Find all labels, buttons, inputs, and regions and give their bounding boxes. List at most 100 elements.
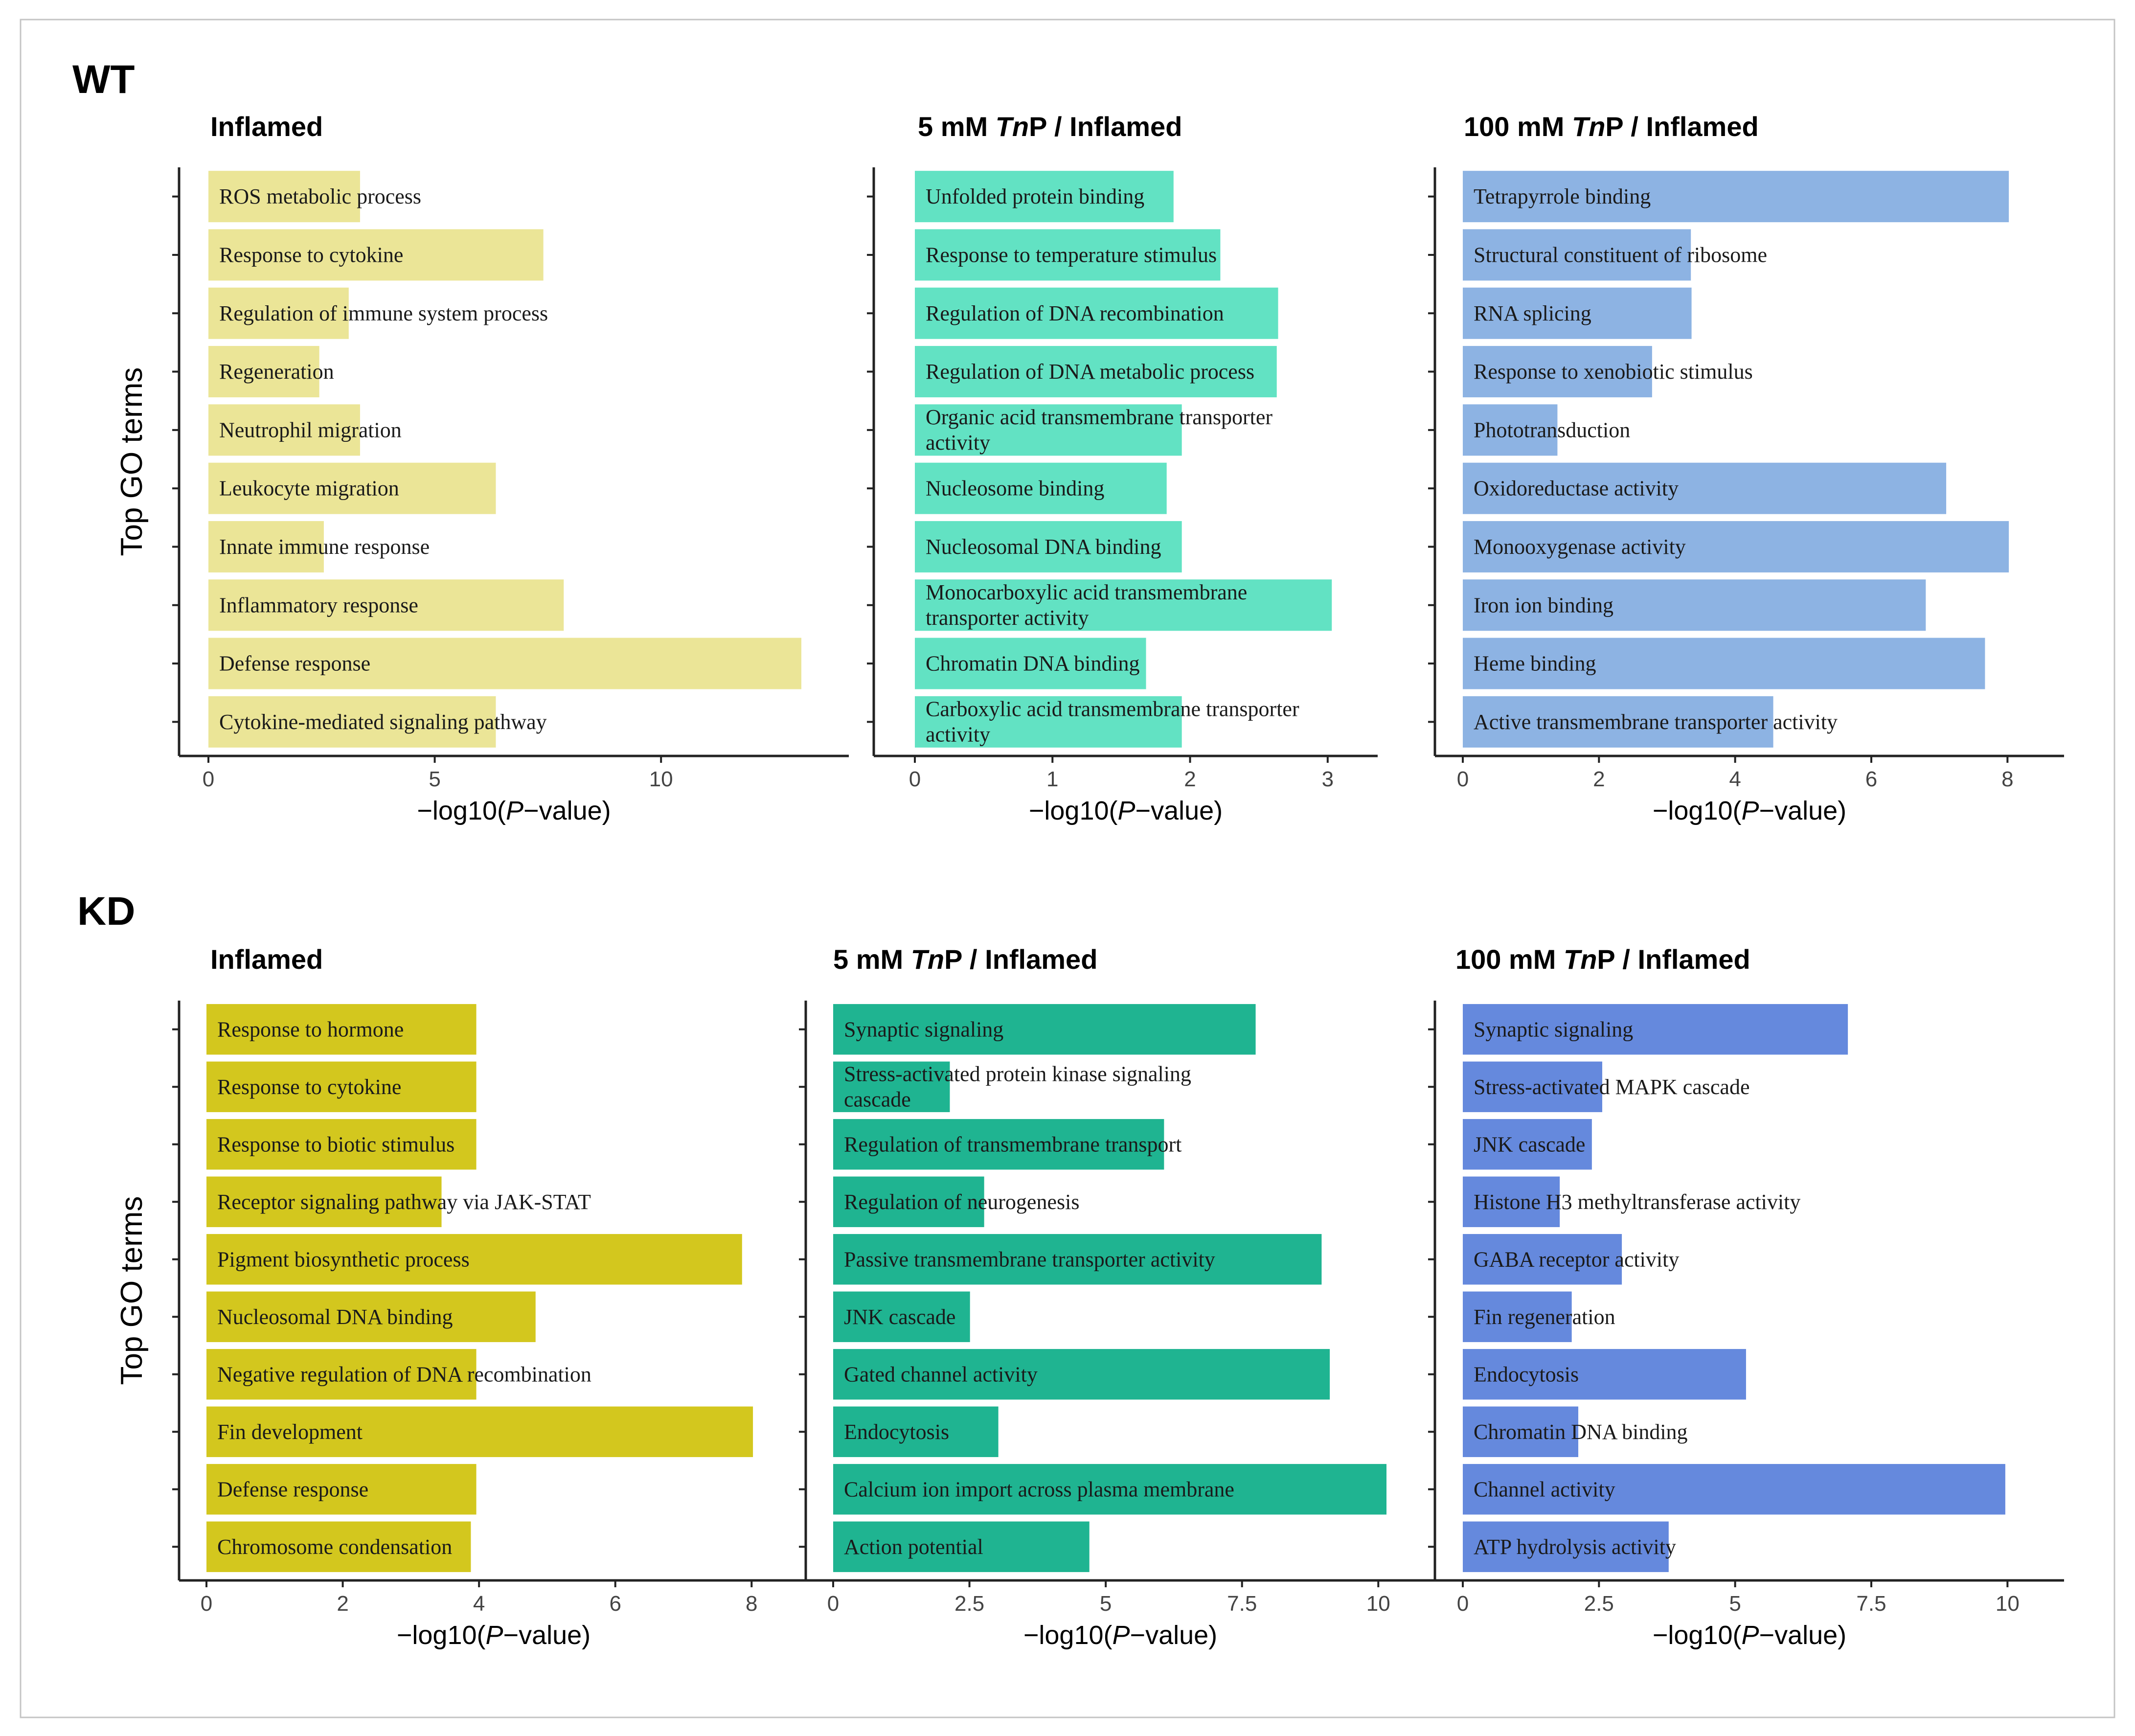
group-label-wt: WT bbox=[72, 57, 135, 102]
bar-label: Histone H3 methyltransferase activity bbox=[1474, 1190, 1800, 1214]
bar bbox=[208, 696, 496, 748]
bar bbox=[1463, 1349, 1746, 1400]
x-tick-label: 2.5 bbox=[1584, 1592, 1614, 1616]
panel-title: 5 mM TnP / Inflamed bbox=[918, 111, 1182, 142]
chart-panel-6: 100 mM TnP / Inflamed Synaptic signaling S… bbox=[1428, 944, 2064, 1650]
x-tick-label: 8 bbox=[2001, 767, 2013, 791]
bar bbox=[833, 1291, 970, 1342]
panel-title: 100 mM TnP / Inflamed bbox=[1464, 111, 1759, 142]
bar-label: Passive transmembrane transporter activi… bbox=[844, 1247, 1215, 1271]
bar-label: Response to hormone bbox=[217, 1017, 404, 1041]
x-tick-label: 1 bbox=[1046, 767, 1058, 791]
bar bbox=[915, 579, 1332, 631]
bar-label: Synaptic signaling bbox=[1474, 1017, 1633, 1041]
bar bbox=[915, 521, 1182, 572]
bar bbox=[1463, 171, 2009, 223]
x-tick-label: 0 bbox=[1457, 767, 1469, 791]
bar bbox=[833, 1061, 950, 1112]
x-tick-label: 2.5 bbox=[954, 1592, 984, 1616]
bar-label: Neutrophil migration bbox=[219, 418, 402, 442]
bar bbox=[206, 1234, 742, 1285]
bar bbox=[1463, 579, 1926, 631]
bar-label: Stress-activated MAPK cascade bbox=[1474, 1075, 1749, 1099]
bar-label: Regulation of neurogenesis bbox=[844, 1190, 1079, 1214]
x-axis-title: −log10(P−value) bbox=[1023, 1621, 1217, 1650]
bar-label: Response to cytokine bbox=[217, 1075, 401, 1099]
x-tick-label: 2 bbox=[337, 1592, 348, 1616]
bar-label: Chromatin DNA binding bbox=[1474, 1420, 1688, 1444]
x-tick-label: 2 bbox=[1184, 767, 1196, 791]
x-tick-label: 7.5 bbox=[1856, 1592, 1886, 1616]
chart-panel-4: Inflamed Response to hormone Response to c… bbox=[115, 944, 808, 1650]
bar bbox=[915, 696, 1182, 748]
x-axis-title: −log10(P−value) bbox=[1653, 1621, 1846, 1650]
bar-label: Heme binding bbox=[1474, 652, 1596, 676]
bar-label: Defense response bbox=[217, 1477, 368, 1501]
bar-label: Regulation of DNA recombination bbox=[926, 301, 1224, 325]
bar bbox=[206, 1464, 477, 1515]
bar bbox=[833, 1004, 1256, 1055]
bar bbox=[1463, 1464, 2005, 1515]
bar bbox=[208, 638, 801, 689]
bar-label: Gated channel activity bbox=[844, 1362, 1038, 1386]
chart-panel-3: 100 mM TnP / Inflamed Tetrapyrrole bindin… bbox=[1428, 111, 2064, 825]
bar bbox=[915, 638, 1146, 689]
x-tick-label: 6 bbox=[1865, 767, 1877, 791]
bar-label: Regulation of DNA metabolic process bbox=[926, 360, 1254, 384]
x-tick-label: 2 bbox=[1593, 767, 1605, 791]
bar bbox=[208, 404, 360, 456]
bar-label: Endocytosis bbox=[1474, 1362, 1579, 1386]
chart-panel-2: 5 mM TnP / Inflamed Unfolded protein bind… bbox=[867, 111, 1378, 825]
bar-label: Negative regulation of DNA recombination bbox=[217, 1362, 591, 1386]
panel-title: Inflamed bbox=[210, 111, 323, 142]
bar-label: GABA receptor activity bbox=[1474, 1247, 1679, 1271]
bar bbox=[833, 1349, 1330, 1400]
bar-label: Cytokine-mediated signaling pathway bbox=[219, 710, 547, 734]
bar bbox=[206, 1406, 753, 1457]
bar-label: Defense response bbox=[219, 652, 370, 676]
bar-label: Carboxylic acid transmembrane transporte… bbox=[926, 697, 1299, 746]
x-tick-label: 5 bbox=[1729, 1592, 1741, 1616]
bar-label: Response to temperature stimulus bbox=[926, 243, 1217, 267]
bar-label: Channel activity bbox=[1474, 1477, 1615, 1501]
bar bbox=[915, 462, 1167, 514]
x-tick-label: 0 bbox=[909, 767, 921, 791]
bar bbox=[1463, 404, 1558, 456]
x-axis-title: −log10(P−value) bbox=[417, 796, 611, 825]
bar bbox=[206, 1061, 477, 1112]
group-label-kd: KD bbox=[77, 889, 135, 934]
x-tick-label: 5 bbox=[1100, 1592, 1112, 1616]
figure-frame bbox=[20, 19, 2115, 1718]
bar bbox=[833, 1521, 1090, 1572]
bar-label: Endocytosis bbox=[844, 1420, 949, 1444]
bar bbox=[1463, 462, 1947, 514]
bar-label: Calcium ion import across plasma membran… bbox=[844, 1477, 1234, 1501]
bar bbox=[915, 229, 1221, 281]
bar bbox=[915, 404, 1182, 456]
bar-label: Stress-activated protein kinase signalin… bbox=[844, 1062, 1191, 1111]
bar-label: Chromosome condensation bbox=[217, 1535, 452, 1559]
bar bbox=[1463, 1119, 1592, 1170]
x-tick-label: 0 bbox=[1457, 1592, 1469, 1616]
chart-panel-5: 5 mM TnP / Inflamed Synaptic signaling Str… bbox=[799, 944, 1435, 1650]
bar bbox=[1463, 521, 2009, 572]
x-tick-label: 3 bbox=[1322, 767, 1334, 791]
x-tick-label: 10 bbox=[1366, 1592, 1390, 1616]
bar-label: Nucleosomal DNA binding bbox=[217, 1305, 453, 1329]
bar-label: Leukocyte migration bbox=[219, 477, 399, 501]
bar bbox=[915, 171, 1174, 223]
bar bbox=[206, 1119, 477, 1170]
bar-label: RNA splicing bbox=[1474, 301, 1591, 325]
bar bbox=[206, 1521, 471, 1572]
x-tick-label: 0 bbox=[827, 1592, 839, 1616]
bar bbox=[208, 521, 324, 572]
panel-title: 5 mM TnP / Inflamed bbox=[833, 944, 1097, 975]
bar-label: ATP hydrolysis activity bbox=[1474, 1535, 1676, 1559]
bar-label: Monocarboxylic acid transmembrane transpo… bbox=[926, 580, 1247, 630]
y-axis-title: Top GO terms bbox=[115, 1196, 149, 1385]
x-tick-label: 4 bbox=[473, 1592, 485, 1616]
bar bbox=[1463, 1234, 1622, 1285]
bar-label: Innate immune response bbox=[219, 535, 430, 559]
bar-label: Iron ion binding bbox=[1474, 593, 1613, 617]
